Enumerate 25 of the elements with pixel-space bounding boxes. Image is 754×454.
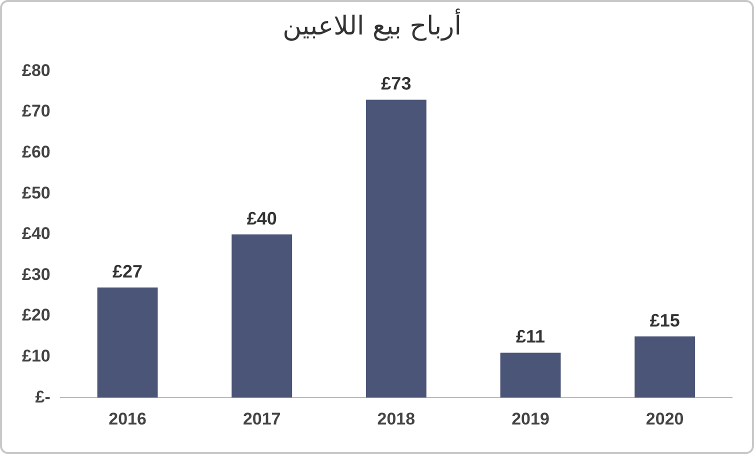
y-tick-label: £60 xyxy=(22,142,50,162)
y-tick-label: £30 xyxy=(22,264,50,284)
data-label: £15 xyxy=(650,310,680,330)
data-label: £73 xyxy=(381,74,412,94)
chart-title: أرباح بيع اللاعبين xyxy=(282,8,462,42)
bar xyxy=(634,336,696,398)
x-tick-label: 2016 xyxy=(108,409,146,428)
y-tick-label: £- xyxy=(35,387,50,406)
y-tick-label: £20 xyxy=(22,306,50,325)
x-tick-label: 2020 xyxy=(646,409,684,428)
bar xyxy=(366,100,426,398)
data-label: £11 xyxy=(516,326,546,347)
x-tick-label: 2019 xyxy=(512,409,550,428)
bar xyxy=(232,234,292,398)
bar xyxy=(97,287,158,398)
x-tick-label: 2017 xyxy=(242,409,281,428)
y-tick-label: £80 xyxy=(22,60,50,80)
y-tick-label: £50 xyxy=(22,183,50,202)
y-tick-label: £70 xyxy=(22,102,50,121)
data-label: £40 xyxy=(246,208,277,228)
x-tick-label: 2018 xyxy=(377,409,416,428)
y-tick-label: £40 xyxy=(22,224,50,244)
bar xyxy=(500,352,561,398)
y-tick-label: £10 xyxy=(22,346,50,366)
data-label: £27 xyxy=(112,261,143,282)
